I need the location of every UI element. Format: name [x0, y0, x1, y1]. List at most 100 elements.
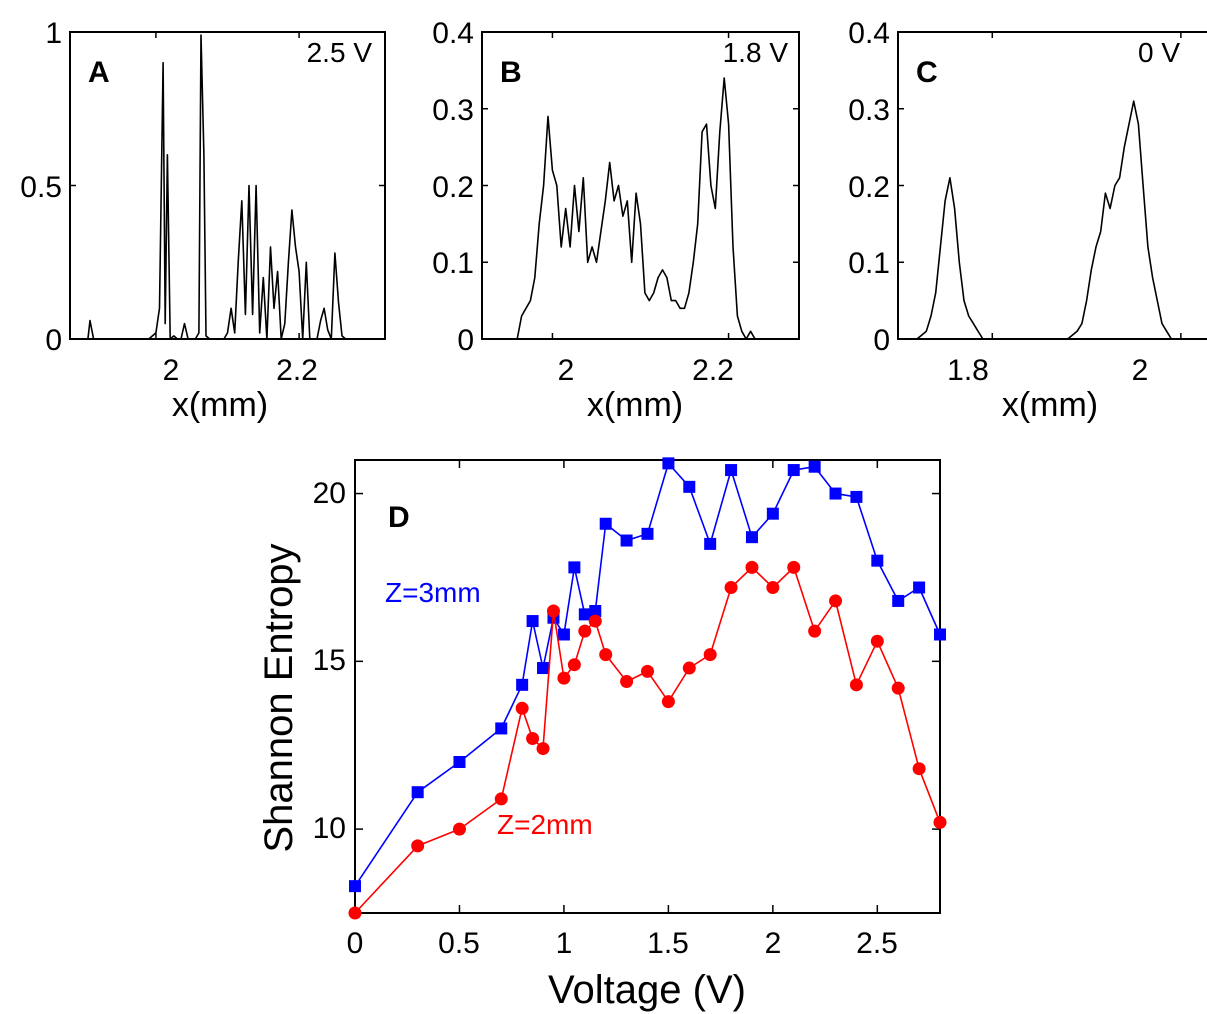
data-point — [913, 581, 926, 594]
data-point — [745, 560, 759, 574]
data-point — [495, 722, 508, 735]
panel-a-x-tick: 2.2 — [276, 354, 318, 387]
data-point — [411, 786, 424, 799]
panel-a: A 2.5 V x(mm) 2 2.2 0 0.5 1 — [20, 17, 386, 424]
data-point — [808, 460, 821, 473]
data-point — [829, 487, 842, 500]
data-point — [683, 480, 696, 493]
data-point — [568, 561, 581, 574]
data-point — [850, 490, 863, 503]
panel-b-marks — [482, 31, 799, 340]
data-point — [516, 678, 529, 691]
panel-d-y-tick: 15 — [313, 644, 346, 677]
series-line-z2mm — [354, 566, 941, 914]
data-point — [829, 594, 843, 608]
panel-d-x-tick: 1.5 — [647, 927, 689, 960]
panel-a-y-tick: 1 — [45, 17, 62, 50]
panel-d-letter: D — [388, 501, 410, 534]
panel-b-y-tick: 0.1 — [432, 247, 474, 280]
data-point — [933, 815, 947, 829]
panel-d-x-tick: 2.5 — [856, 927, 898, 960]
panel-c-x-tick: 2 — [1132, 354, 1149, 387]
data-point — [849, 678, 863, 692]
data-point — [589, 605, 602, 617]
data-point — [870, 634, 884, 648]
panel-d-x-tick: 2 — [765, 927, 782, 960]
data-point — [641, 527, 654, 540]
panel-d-x-axis-label: Voltage (V) — [548, 968, 746, 1012]
panel-d-frame — [354, 459, 941, 914]
panel-d-y-tick: 20 — [313, 477, 346, 510]
data-point — [641, 664, 654, 678]
panel-a-voltage-annotation: 2.5 V — [307, 37, 373, 68]
panel-a-x-tick: 2 — [163, 354, 180, 387]
panel-b-voltage-annotation: 1.8 V — [723, 37, 789, 68]
panel-a-marks — [70, 31, 385, 340]
data-point — [766, 507, 779, 520]
panel-c-y-tick: 0.1 — [848, 247, 890, 280]
data-point — [620, 674, 634, 688]
panel-c-x-axis-label: x(mm) — [1002, 386, 1098, 424]
data-point — [588, 614, 602, 628]
data-point — [546, 604, 560, 618]
panel-c-y-tick: 0.4 — [848, 17, 890, 50]
data-point — [934, 628, 946, 641]
panel-b-y-tick: 0.2 — [432, 171, 474, 204]
data-point — [682, 661, 696, 675]
panel-a-letter: A — [88, 56, 110, 89]
data-point — [567, 658, 581, 672]
panel-b-x-tick: 2.2 — [692, 354, 734, 387]
data-point — [578, 624, 592, 638]
panel-d-y-axis-label: Shannon Entropy — [257, 543, 301, 852]
panel-b-profile-line — [516, 77, 764, 340]
panel-d-y-tick: 10 — [313, 812, 346, 845]
data-point — [537, 662, 550, 675]
series-label-z2mm: Z=2mm — [497, 809, 593, 840]
data-point — [557, 628, 570, 641]
panel-b-x-axis-label: x(mm) — [587, 386, 683, 424]
data-point — [599, 517, 612, 530]
panel-c-x-tick: 1.8 — [947, 354, 989, 387]
panel-b: B 1.8 V x(mm) 2 2.2 0 0.1 0.2 0.3 0.4 — [432, 17, 800, 424]
data-point — [725, 464, 738, 477]
panel-a-y-tick: 0.5 — [20, 171, 62, 204]
panel-d-marks — [348, 457, 947, 920]
panel-c-y-tick: 0.2 — [848, 171, 890, 204]
data-point — [557, 671, 571, 685]
data-point — [724, 581, 738, 595]
data-point — [515, 701, 529, 715]
data-point — [787, 560, 801, 574]
panel-c-marks — [898, 31, 1207, 340]
data-point — [704, 537, 717, 550]
panel-d-x-tick: 0 — [347, 927, 364, 960]
data-point — [526, 615, 539, 628]
panel-c: C 0 V x(mm) 1.8 2 0 0.1 0.2 0.3 0.4 — [848, 17, 1207, 424]
data-point — [745, 531, 758, 544]
data-point — [891, 681, 905, 695]
data-point — [536, 742, 550, 756]
data-point — [620, 534, 633, 547]
data-point — [452, 822, 466, 836]
panel-b-x-tick: 2 — [558, 354, 575, 387]
panel-b-y-tick: 0.4 — [432, 17, 474, 50]
data-point — [808, 624, 822, 638]
panel-d-x-tick: 1 — [556, 927, 573, 960]
panel-b-frame — [481, 31, 800, 340]
data-point — [662, 457, 675, 470]
data-point — [494, 792, 508, 806]
series-label-z3mm: Z=3mm — [385, 577, 481, 608]
data-point — [661, 695, 675, 709]
panel-a-profile-line — [70, 34, 385, 340]
panel-c-y-tick: 0.3 — [848, 94, 890, 127]
panel-a-y-tick: 0 — [45, 324, 62, 357]
data-point — [348, 906, 362, 920]
panel-b-y-tick: 0.3 — [432, 94, 474, 127]
panel-a-x-axis-label: x(mm) — [172, 386, 268, 424]
panel-c-letter: C — [916, 56, 938, 89]
data-point — [703, 648, 717, 662]
panel-d: D Voltage (V) Shannon Entropy 0 0.5 1 1.… — [257, 457, 947, 1012]
panel-b-y-tick: 0 — [457, 324, 474, 357]
data-point — [892, 594, 905, 607]
panel-c-frame — [897, 31, 1207, 340]
